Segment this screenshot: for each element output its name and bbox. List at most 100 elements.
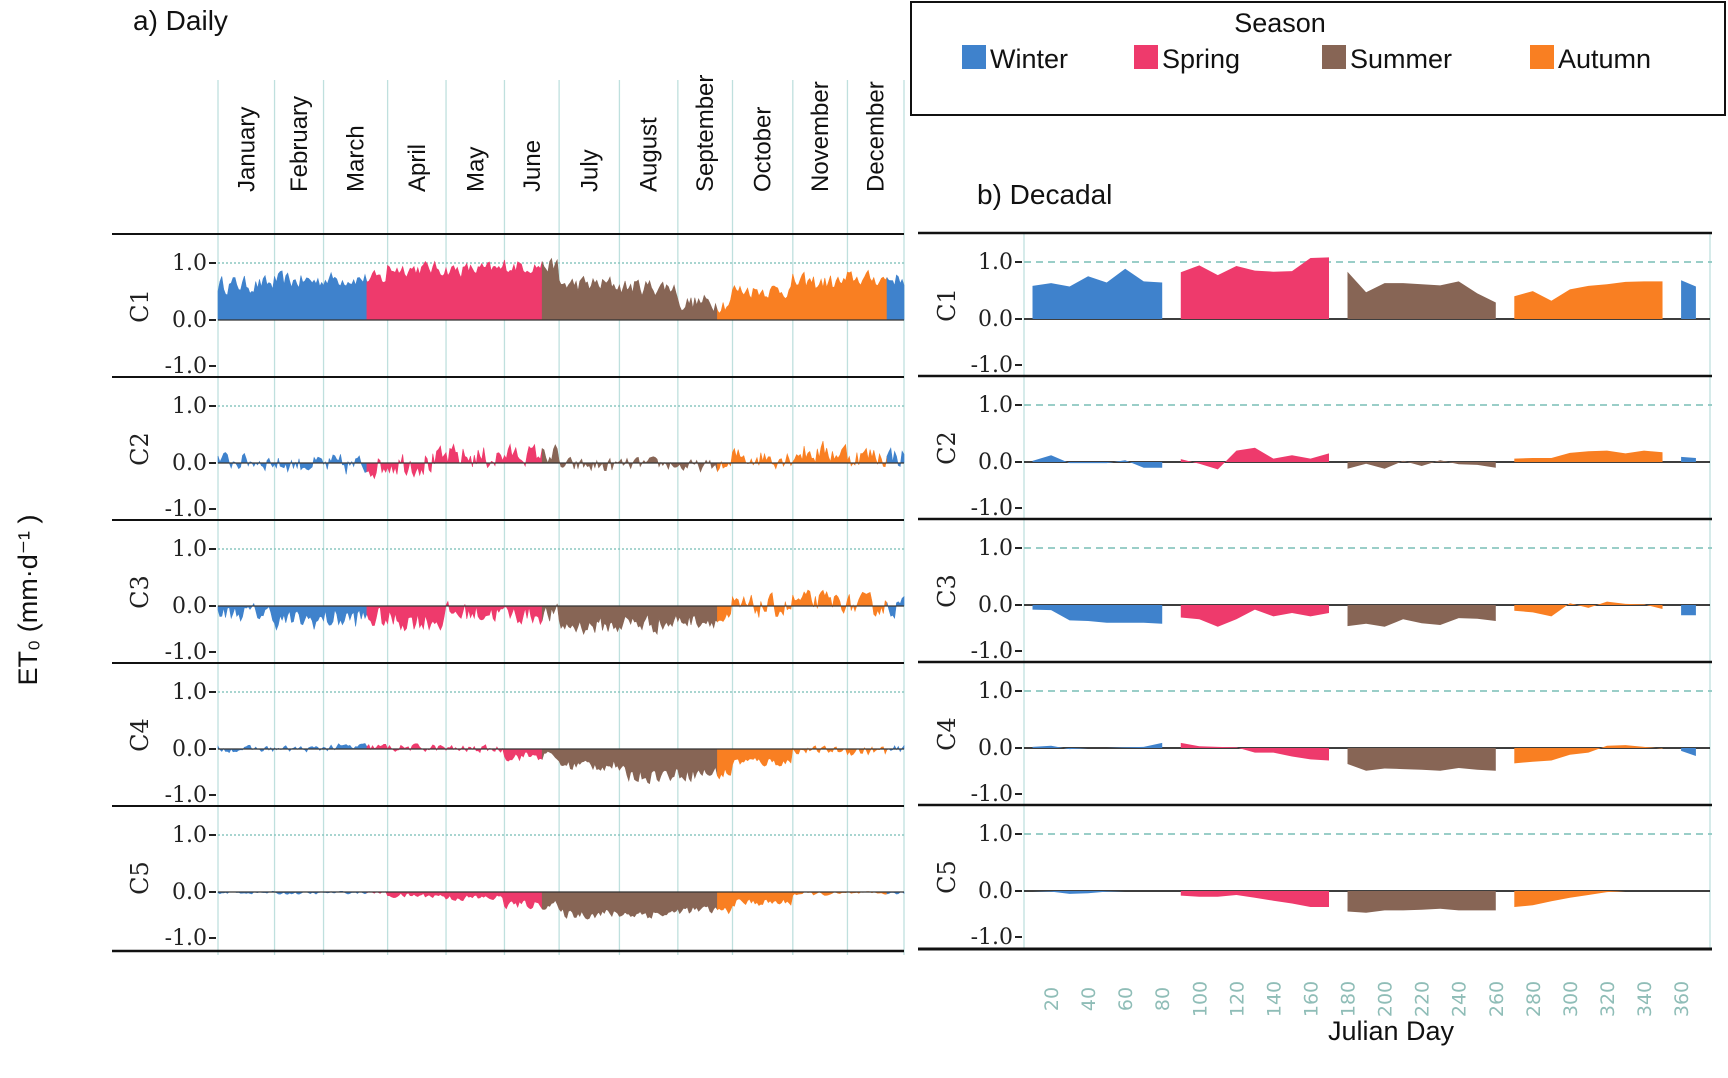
month-label-january: January — [233, 107, 260, 192]
daily-area-c1-autumn — [717, 269, 888, 321]
month-label-october: October — [750, 107, 777, 192]
y-tick-label: -1.0 — [971, 639, 1013, 664]
x-tick-label: 220 — [1412, 981, 1434, 1017]
daily-area-c4-spring — [366, 743, 543, 762]
decadal-area-c4-autumn — [1514, 745, 1663, 764]
component-label-c3: C3 — [126, 575, 154, 609]
y-tick-label: 0.0 — [172, 594, 207, 619]
y-tick-label: 0.0 — [172, 308, 207, 333]
legend: Season Winter Spring Summer Autumn — [910, 1, 1726, 116]
component-label-c3: C3 — [933, 574, 961, 608]
x-tick-label: 180 — [1338, 981, 1360, 1017]
legend-box — [910, 1, 1726, 116]
daily-panel-title: a) Daily — [133, 5, 228, 36]
x-tick-label: 360 — [1671, 981, 1693, 1017]
y-tick-label: 0.0 — [978, 736, 1013, 761]
decadal-area-c3-summer — [1347, 605, 1496, 627]
decadal-area-c1-winter — [1032, 268, 1163, 319]
y-tick-label: 1.0 — [172, 537, 207, 562]
daily-area-c1-spring — [366, 259, 543, 321]
y-tick-label: -1.0 — [971, 925, 1013, 950]
x-tick-label: 340 — [1634, 981, 1656, 1017]
daily-area-c3-winter — [217, 602, 368, 631]
x-axis-title: Julian Day — [1328, 1016, 1455, 1046]
daily-area-c4-winter — [217, 743, 368, 754]
x-tick-label: 280 — [1523, 981, 1545, 1017]
daily-area-c2-spring — [366, 443, 543, 480]
component-label-c4: C4 — [126, 718, 154, 752]
month-label-august: August — [636, 117, 663, 192]
month-label-september: September — [692, 75, 719, 192]
x-tick-label: 160 — [1300, 981, 1322, 1017]
x-tick-label: 320 — [1597, 981, 1619, 1017]
daily-area-c1-winter — [217, 270, 368, 321]
y-tick-label: -1.0 — [971, 496, 1013, 521]
decadal-panel-title: b) Decadal — [977, 179, 1112, 210]
y-tick-label: -1.0 — [165, 926, 207, 951]
y-tick-label: 1.0 — [172, 680, 207, 705]
month-label-july: July — [576, 149, 603, 192]
y-tick-label: -1.0 — [165, 354, 207, 379]
x-tick-label: 260 — [1486, 981, 1508, 1017]
month-label-may: May — [462, 147, 489, 192]
month-label-march: March — [343, 125, 370, 192]
y-tick-label: -1.0 — [971, 782, 1013, 807]
daily-area-c3-spring — [366, 600, 543, 632]
legend-title: Season — [1234, 8, 1326, 38]
legend-label-summer: Summer — [1350, 44, 1452, 74]
component-label-c5: C5 — [933, 860, 961, 894]
daily-area-c3-summer — [541, 603, 718, 636]
legend-swatch-winter — [962, 45, 986, 69]
legend-label-spring: Spring — [1162, 44, 1240, 74]
x-tick-label: 100 — [1189, 981, 1211, 1017]
daily-area-c2-winter — [886, 447, 905, 467]
daily-area-c1-summer — [541, 257, 718, 321]
decadal-area-c4-summer — [1347, 748, 1496, 771]
y-tick-label: 0.0 — [978, 307, 1013, 332]
legend-swatch-spring — [1134, 45, 1158, 69]
y-tick-label: -1.0 — [165, 497, 207, 522]
component-label-c5: C5 — [126, 861, 154, 895]
decadal-area-c5-winter — [1032, 891, 1163, 894]
x-tick-label: 20 — [1041, 987, 1063, 1011]
decadal-area-c5-spring — [1180, 891, 1330, 907]
decadal-area-c2-summer — [1347, 460, 1496, 469]
decadal-area-c1-summer — [1347, 271, 1496, 319]
daily-area-c5-summer — [541, 891, 718, 920]
daily-area-c3-winter — [886, 596, 905, 619]
decadal-area-c3-spring — [1180, 605, 1330, 627]
y-tick-label: 1.0 — [172, 394, 207, 419]
x-tick-label: 240 — [1449, 981, 1471, 1017]
component-label-c4: C4 — [933, 717, 961, 751]
decadal-panel: 1.0 0.0 -1.0 C1 1.0 0.0 -1.0 C2 1.0 0.0 -1.0 C3 1.0 0… — [918, 231, 1712, 1017]
month-label-november: November — [807, 81, 834, 192]
x-tick-label: 300 — [1560, 981, 1582, 1017]
daily-area-c1-winter — [886, 274, 905, 321]
decadal-area-c5-summer — [1347, 891, 1496, 913]
component-label-c1: C1 — [933, 288, 961, 322]
y-tick-label: 1.0 — [978, 822, 1013, 847]
legend-swatch-summer — [1322, 45, 1346, 69]
legend-swatch-autumn — [1530, 45, 1554, 69]
legend-label-winter: Winter — [990, 44, 1068, 74]
y-tick-label: 0.0 — [978, 879, 1013, 904]
daily-panel: January February March April May June July Augu… — [112, 75, 905, 955]
y-tick-label: 1.0 — [978, 536, 1013, 561]
x-tick-label: 60 — [1115, 987, 1137, 1011]
decadal-area-c5-autumn — [1514, 891, 1663, 907]
decadal-area-c1-autumn — [1514, 281, 1663, 319]
decadal-area-c4-spring — [1180, 742, 1330, 761]
x-tick-label: 120 — [1226, 981, 1248, 1017]
x-tick-label: 140 — [1263, 981, 1285, 1017]
y-tick-label: 1.0 — [978, 679, 1013, 704]
component-label-c2: C2 — [933, 431, 961, 465]
x-tick-label: 80 — [1152, 987, 1174, 1011]
y-tick-label: 1.0 — [978, 393, 1013, 418]
daily-area-c2-summer — [541, 444, 718, 473]
daily-area-c2-autumn — [717, 441, 888, 473]
x-tick-label: 200 — [1375, 981, 1397, 1017]
x-tick-label: 40 — [1078, 987, 1100, 1011]
component-label-c2: C2 — [126, 432, 154, 466]
decadal-area-c2-autumn — [1514, 450, 1663, 462]
decadal-area-c3-winter — [1032, 605, 1163, 624]
